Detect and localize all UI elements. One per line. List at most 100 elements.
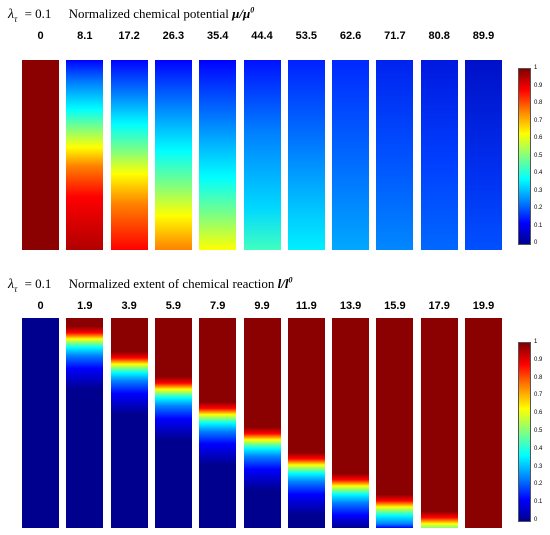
potential-column: 89.9 <box>465 30 502 260</box>
time-label: 1.9 <box>77 300 93 312</box>
reaction-bar <box>110 318 148 528</box>
time-label: 44.4 <box>251 30 273 42</box>
reaction-bar <box>22 318 59 528</box>
panel-title-row: λτ = 0.1 Normalized chemical potential μ… <box>8 6 254 28</box>
time-label: 17.2 <box>118 30 140 42</box>
potential-column: 35.4 <box>199 30 237 260</box>
lambda-symbol: λτ <box>8 277 18 295</box>
reaction-bar <box>465 318 502 528</box>
time-label: 13.9 <box>339 300 362 312</box>
panel-symbol: l/l0 <box>277 276 293 292</box>
potential-bar <box>110 60 148 250</box>
colorbar-tick-label: 0.5 <box>534 428 543 434</box>
time-label: 15.9 <box>384 300 406 312</box>
time-label: 8.1 <box>77 30 93 42</box>
reaction-column: 1.9 <box>66 300 104 530</box>
colorbar-tick-label: 0.3 <box>534 463 543 470</box>
reaction-column: 5.9 <box>154 300 192 530</box>
reaction-bar <box>243 318 281 528</box>
reaction-bar <box>376 318 414 528</box>
colorbar-tick-label: 1 <box>534 339 538 345</box>
time-label: 7.9 <box>210 300 226 312</box>
colorbar-tick-label: 1 <box>534 65 538 71</box>
panel-title: Normalized chemical potential <box>68 6 229 22</box>
potential-column: 26.3 <box>154 30 192 260</box>
reaction-bar <box>66 318 104 528</box>
potential-bar <box>420 60 458 250</box>
colorbar-tick-label: 0 <box>534 240 538 246</box>
colorbar-tick-label: 0.7 <box>534 392 543 399</box>
reaction-bar <box>287 318 325 528</box>
time-label: 80.8 <box>428 30 450 42</box>
colorbar-tick-label: 0.4 <box>534 170 543 176</box>
lambda-symbol: λτ <box>8 7 18 25</box>
potential-bar <box>243 60 281 250</box>
reaction-column: 0 <box>22 300 59 530</box>
reaction-column: 3.9 <box>110 300 148 530</box>
reaction-column: 9.9 <box>243 300 281 530</box>
potential-bar <box>22 60 59 250</box>
potential-bar <box>287 60 325 250</box>
potential-column: 80.8 <box>420 30 458 260</box>
reaction-bar <box>199 318 237 528</box>
potential-bars: 0 8.1 17.2 26.3 35.4 44.4 53.5 62.6 71.7 80.8 89.9 <box>22 30 502 260</box>
time-label: 5.9 <box>165 300 182 312</box>
colorbar-tick-label: 0.9 <box>534 356 543 363</box>
potential-bar <box>332 60 370 250</box>
colorbar-tick-label: 0.9 <box>534 82 543 89</box>
potential-column: 17.2 <box>110 30 148 260</box>
reaction-bar <box>420 318 458 528</box>
colorbar-tick-label: 0.4 <box>534 445 543 452</box>
colorbar-tick-label: 0.2 <box>534 481 543 488</box>
time-label: 71.7 <box>384 30 406 42</box>
lambda-value: = 0.1 <box>24 6 52 22</box>
colorbar-tick-label: 0.2 <box>534 205 543 211</box>
colorbar-ticks: 1 0.9 0.8 0.7 0.6 0.5 0.4 0.3 0.2 0.1 0 <box>534 65 550 246</box>
time-label: 3.9 <box>121 300 137 312</box>
potential-bar <box>66 60 104 250</box>
panel-title-row: λτ = 0.1 Normalized extent of chemical r… <box>8 276 292 298</box>
potential-column: 53.5 <box>287 30 325 260</box>
colorbar <box>518 68 531 245</box>
potential-bar <box>154 60 192 250</box>
reaction-bars: 0 1.9 3.9 5.9 7.9 9.9 11.9 13.9 15.9 17.9 19.9 <box>22 300 502 530</box>
potential-column: 0 <box>22 30 59 260</box>
reaction-bar <box>154 318 192 528</box>
reaction-column: 19.9 <box>465 300 502 530</box>
colorbar-tick-label: 0.8 <box>534 374 543 381</box>
reaction-column: 17.9 <box>420 300 458 530</box>
potential-bar <box>376 60 414 250</box>
colorbar-tick-label: 0.8 <box>534 100 543 106</box>
time-label: 0 <box>37 300 44 312</box>
time-label: 11.9 <box>295 300 317 312</box>
time-label: 89.9 <box>472 30 495 42</box>
potential-column: 44.4 <box>243 30 281 260</box>
colorbar-tick-label: 0.6 <box>534 410 543 417</box>
lambda-value: = 0.1 <box>24 276 52 292</box>
reaction-column: 11.9 <box>287 300 325 530</box>
reaction-column: 7.9 <box>199 300 237 530</box>
colorbar-tick-label: 0 <box>534 517 538 523</box>
time-label: 0 <box>37 30 44 42</box>
colorbar <box>518 342 531 522</box>
potential-column: 71.7 <box>376 30 414 260</box>
time-label: 62.6 <box>339 30 362 42</box>
potential-column: 62.6 <box>332 30 370 260</box>
potential-bar <box>199 60 237 250</box>
time-label: 53.5 <box>295 30 317 42</box>
colorbar-tick-label: 0.7 <box>534 117 543 124</box>
time-label: 17.9 <box>428 300 450 312</box>
potential-column: 8.1 <box>66 30 104 260</box>
time-label: 35.4 <box>206 30 229 42</box>
colorbar-tick-label: 0.3 <box>534 187 543 194</box>
reaction-column: 15.9 <box>376 300 414 530</box>
colorbar-tick-label: 0.1 <box>534 222 543 229</box>
panel-title: Normalized extent of chemical reaction <box>68 276 275 292</box>
time-label: 26.3 <box>162 30 185 42</box>
reaction-column: 13.9 <box>332 300 370 530</box>
reaction-bar <box>332 318 370 528</box>
panel-symbol: μ/μ0 <box>232 6 255 22</box>
colorbar-ticks: 1 0.9 0.8 0.7 0.6 0.5 0.4 0.3 0.2 0.1 0 <box>534 339 550 523</box>
chemical-potential-panel: λτ = 0.1 Normalized chemical potential μ… <box>0 0 550 265</box>
colorbar-tick-label: 0.6 <box>534 135 543 141</box>
